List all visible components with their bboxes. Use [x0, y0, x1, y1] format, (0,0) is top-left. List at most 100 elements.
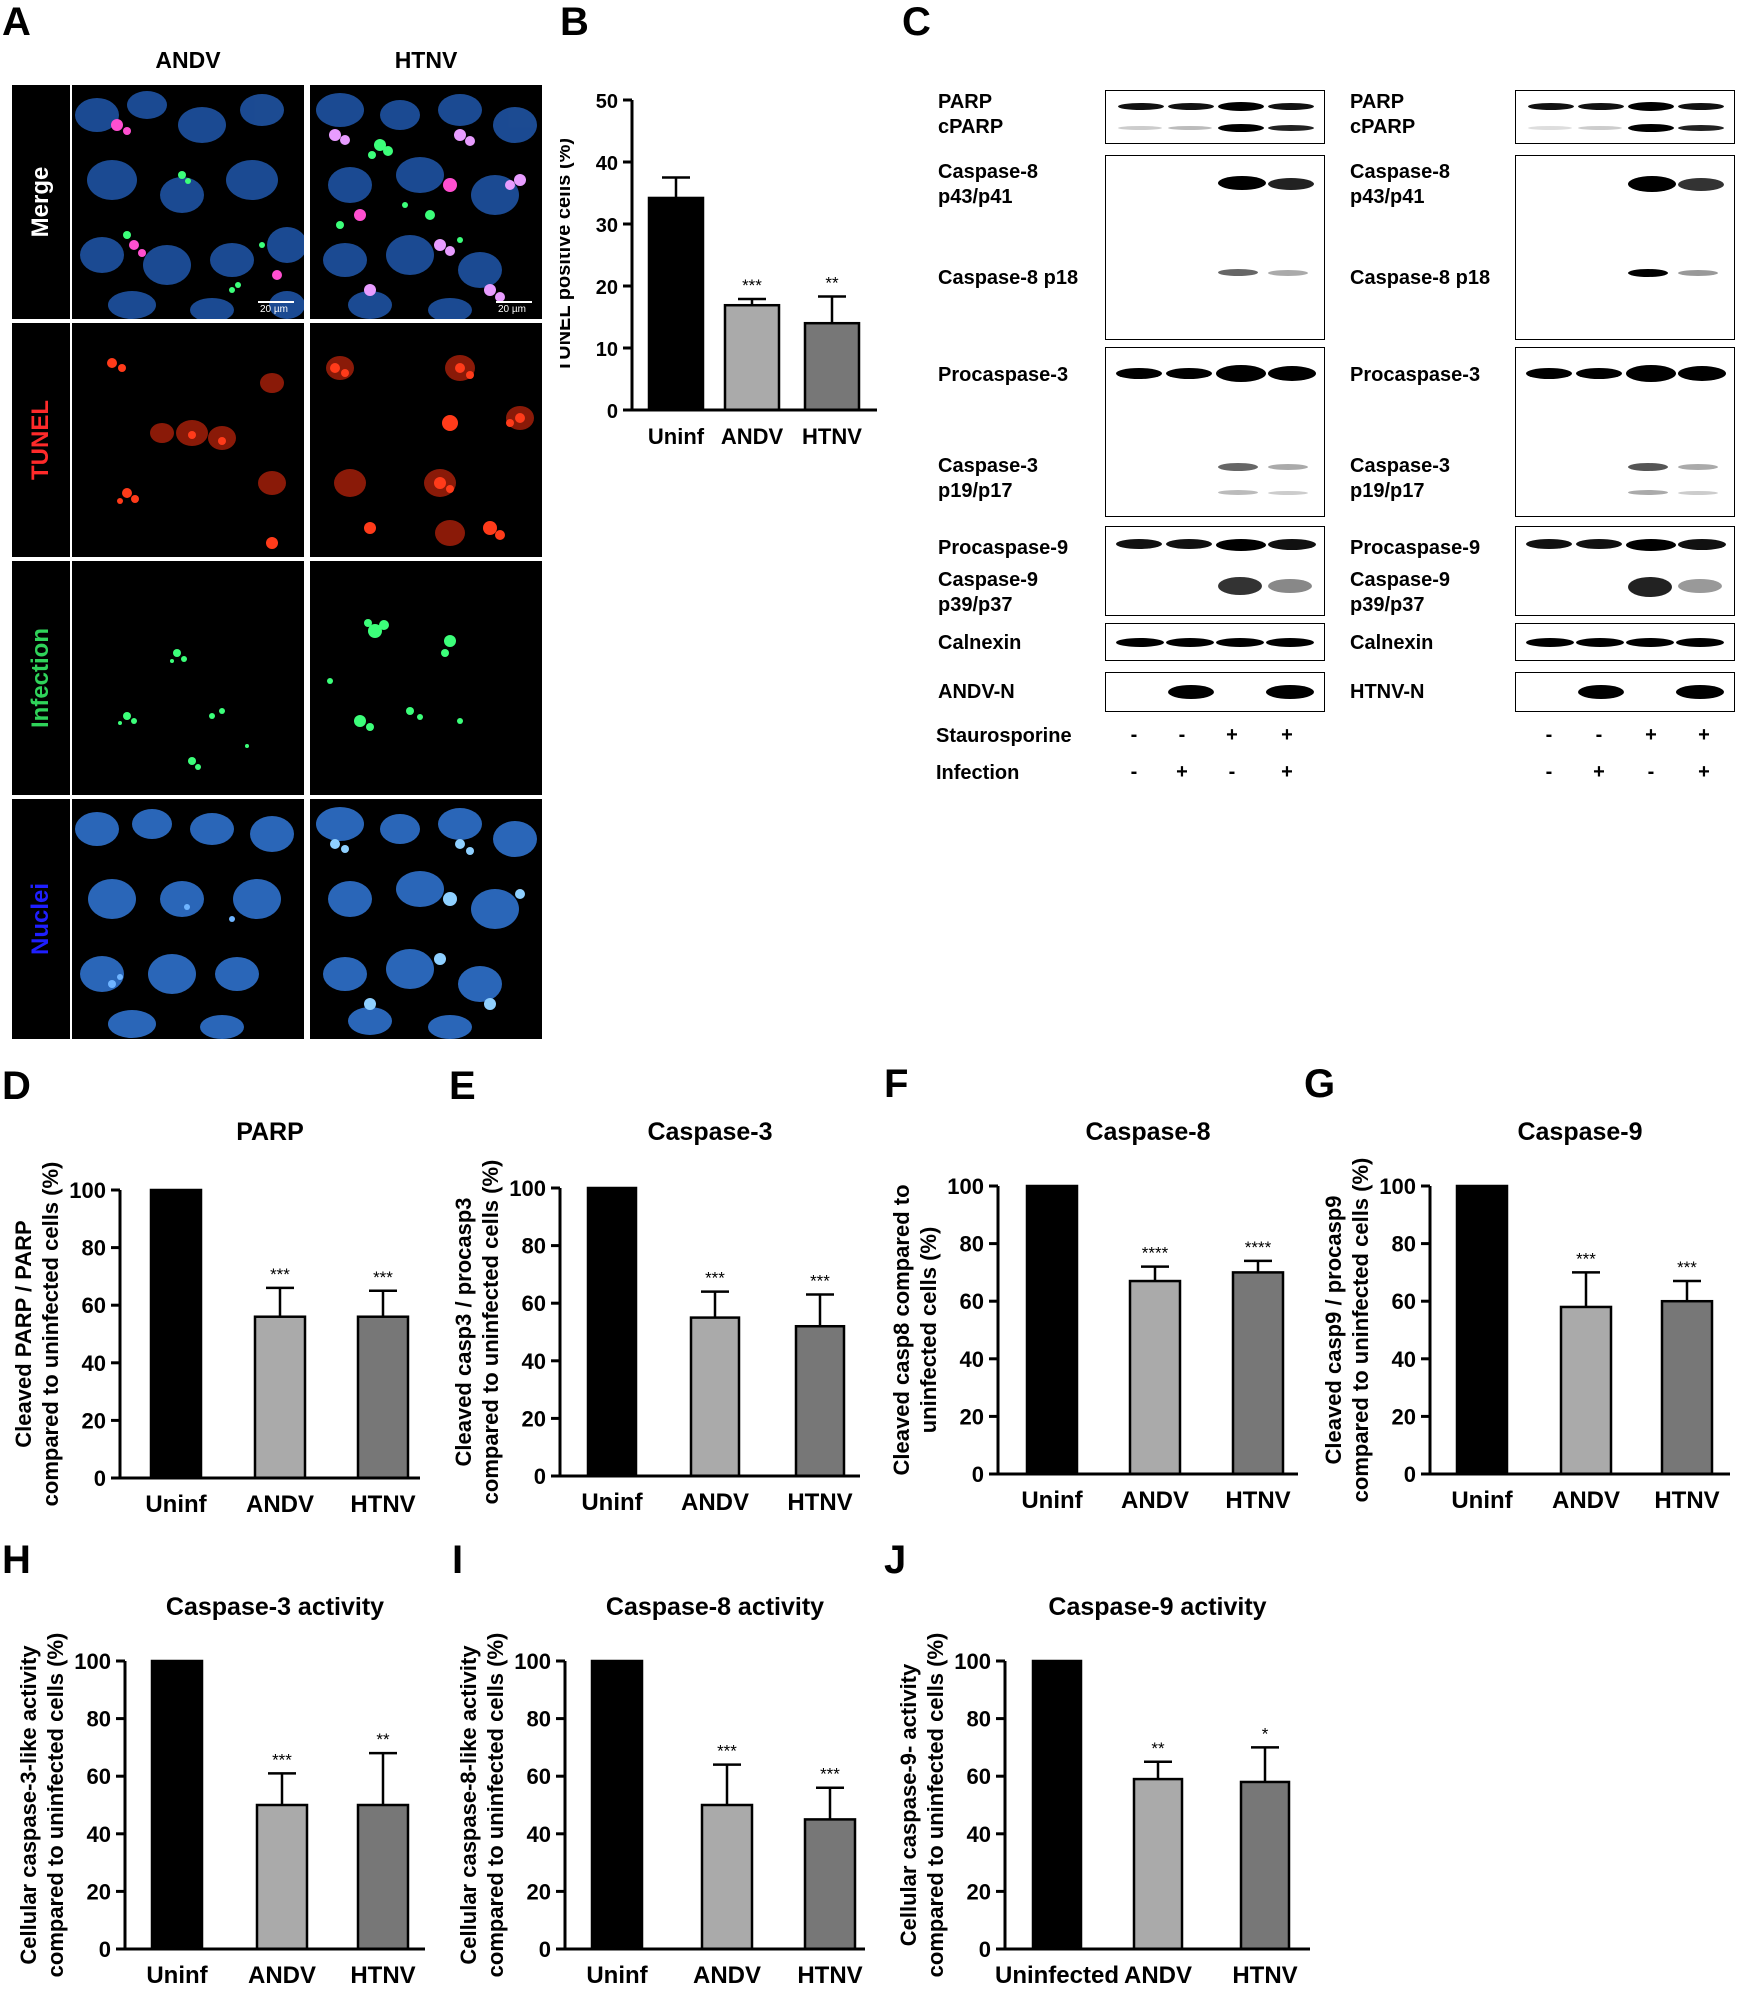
blot-label-caspase8-p18: Caspase-8 p18 [938, 267, 1079, 289]
y-tick-label: 0 [979, 1937, 991, 1962]
y-tick-label: 100 [69, 1178, 106, 1203]
bar-uninf [1025, 1184, 1079, 1476]
x-tick-label: Uninf [581, 1489, 643, 1516]
significance-label: *** [270, 1265, 290, 1284]
x-tick-label: ANDV [693, 1962, 761, 1989]
x-tick-label: HTNV [1654, 1487, 1719, 1514]
blot-label-calnexin: Calnexin [1350, 632, 1434, 654]
y-axis-label: uninfected cells (%) [916, 1227, 941, 1434]
blot-calnexin-right [1515, 623, 1735, 661]
bar-htnv [356, 1803, 410, 1951]
y-tick-label: 80 [82, 1236, 106, 1261]
sign-staurosporine: + [1226, 724, 1238, 746]
y-tick-label: 50 [596, 91, 618, 113]
treatment-label-staurosporine: Staurosporine [936, 725, 1072, 747]
chart-title: PARP [236, 1118, 304, 1146]
y-axis-label: compared to uninfected cells (%) [483, 1633, 508, 1978]
y-tick-label: 60 [87, 1764, 111, 1789]
y-tick-label: 60 [960, 1289, 984, 1314]
x-tick-label: HTNV [350, 1491, 415, 1518]
bar-uninf [1455, 1184, 1509, 1476]
blot-caspase3-right [1515, 347, 1735, 517]
image-merge-htnv: 20 µm [310, 85, 542, 319]
panel-letter-i: I [452, 1538, 464, 1582]
sign-staurosporine: + [1281, 724, 1293, 746]
column-title-andv: ANDV [155, 47, 221, 73]
blot-caspase8-right [1515, 155, 1735, 340]
chart-title: Caspase-8 [1085, 1118, 1210, 1146]
sign-infection: - [1130, 761, 1138, 783]
y-tick-label: 20 [596, 277, 618, 299]
significance-label: *** [717, 1742, 737, 1761]
x-tick-label: ANDV [1121, 1487, 1189, 1514]
bar-uninf [586, 1186, 638, 1478]
bar-andv [689, 1316, 741, 1478]
blot-label-caspase9: Caspase-9 p39/p37 [938, 569, 1039, 616]
row-label-merge-text: Merge [27, 166, 54, 238]
significance-label: **** [1142, 1244, 1169, 1263]
y-tick-label: 30 [596, 215, 618, 237]
y-tick-label: 80 [960, 1232, 984, 1257]
blot-label-virus-n: HTNV-N [1350, 681, 1425, 703]
bar-andv [1559, 1305, 1613, 1476]
blot-label-calnexin: Calnexin [938, 632, 1022, 654]
y-tick-label: 80 [522, 1234, 546, 1259]
image-infection-andv [72, 561, 304, 795]
row-label-nuclei: Nuclei [12, 799, 70, 1039]
row-label-tunel: TUNEL [12, 323, 70, 557]
chart-d-parp: PARP Uninf *** ANDV *** HTNV 0 20 40 60 80 100 Cleav… [11, 1118, 420, 1518]
y-tick-label: 80 [967, 1707, 991, 1732]
blot-label-caspase9: Caspase-9 p39/p37 [1350, 569, 1451, 616]
image-nuclei-andv [72, 799, 304, 1039]
x-tick-label: HTNV [797, 1962, 862, 1989]
image-tunel-andv [72, 323, 304, 557]
sign-staurosporine: - [1130, 724, 1138, 746]
row-label-infection: Infection [12, 561, 70, 795]
blot-caspase9-right [1515, 526, 1735, 616]
row-label-tunel-text: TUNEL [27, 400, 54, 480]
bar-andv [700, 1803, 754, 1951]
bar-andv [1128, 1279, 1182, 1476]
image-merge-andv: 20 µm [72, 85, 304, 319]
significance-label: *** [272, 1750, 292, 1769]
blot-virus-n-right [1515, 672, 1735, 712]
y-tick-label: 20 [527, 1879, 551, 1904]
scale-bar [496, 301, 532, 303]
blot-label-caspase8: Caspase-8 p43/p41 [938, 161, 1039, 208]
y-axis-label: compared to uninfected cells (%) [1348, 1158, 1373, 1503]
y-axis-label: Cellular caspase-3-like activity [16, 1645, 41, 1965]
y-tick-label: 20 [82, 1408, 106, 1433]
significance-label: **** [1245, 1238, 1272, 1257]
y-tick-label: 20 [87, 1879, 111, 1904]
y-axis-label: TUNEL positive cells (%) [560, 138, 575, 372]
bar-htnv [803, 1818, 857, 1951]
panel-letter-c: C [902, 0, 931, 44]
y-tick-label: 100 [514, 1649, 551, 1674]
panel-letter-b: B [560, 0, 589, 44]
scale-bar-label: 20 µm [260, 304, 288, 315]
bar-htnv [1239, 1780, 1291, 1951]
blot-label-parp: PARP cPARP [1350, 91, 1416, 138]
blot-caspase9-left [1105, 526, 1325, 616]
x-tick-label: ANDV [681, 1489, 749, 1516]
significance-label: * [1262, 1724, 1269, 1743]
blot-label-caspase3: Caspase-3 p19/p17 [1350, 455, 1451, 502]
significance-label: *** [742, 276, 762, 295]
x-tick-label: ANDV [721, 424, 784, 449]
x-tick-label: HTNV [350, 1962, 415, 1989]
blot-label-procaspase9: Procaspase-9 [1350, 537, 1481, 559]
chart-title: Caspase-3 activity [166, 1593, 384, 1621]
row-label-merge: Merge [12, 85, 70, 319]
image-infection-htnv [310, 561, 542, 795]
bar-htnv [794, 1324, 846, 1478]
sign-staurosporine: - [1595, 724, 1603, 746]
x-tick-label: HTNV [1225, 1487, 1290, 1514]
significance-label: ** [1151, 1739, 1165, 1758]
panel-letter-j: J [884, 1538, 907, 1582]
y-tick-label: 20 [960, 1404, 984, 1429]
y-tick-label: 40 [1392, 1347, 1416, 1372]
x-tick-label: Uninf [648, 424, 705, 449]
bar-uninf [149, 1188, 203, 1480]
chart-title: Caspase-9 activity [1048, 1593, 1266, 1621]
y-tick-label: 0 [539, 1937, 551, 1962]
